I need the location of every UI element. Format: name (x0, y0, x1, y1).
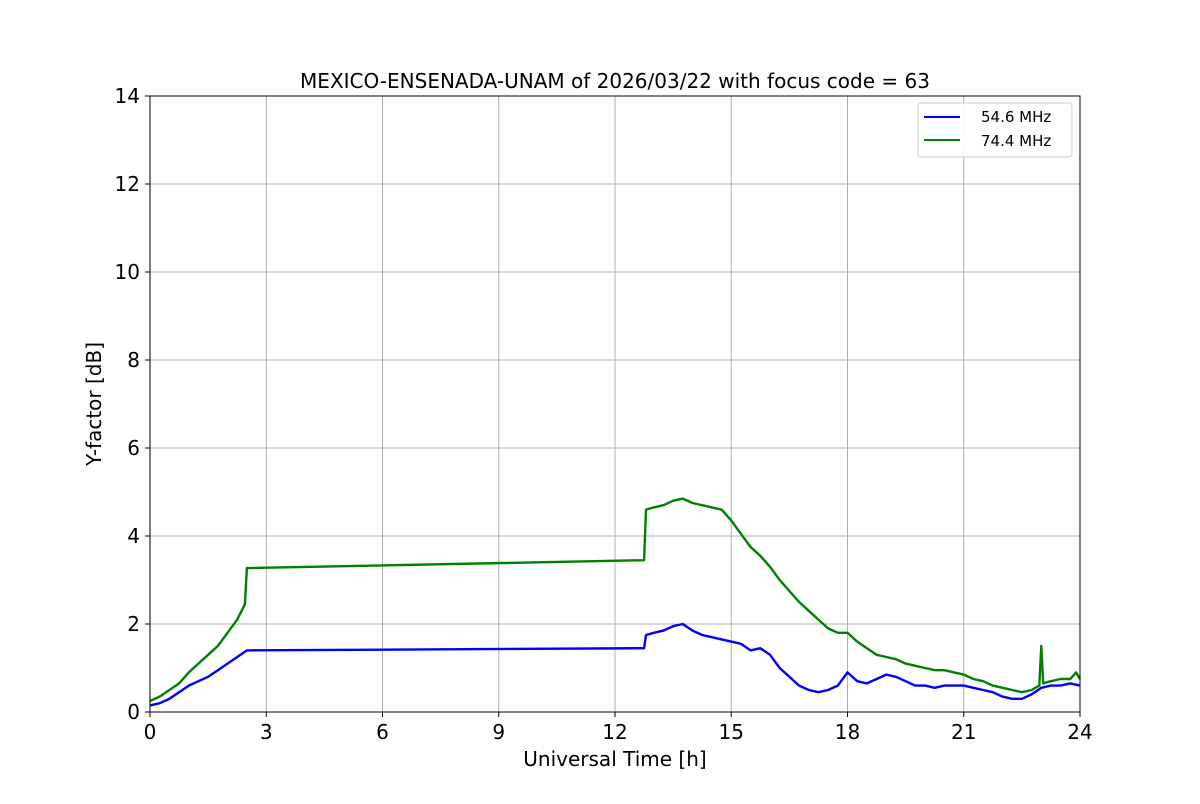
y-tick-label: 2 (127, 612, 140, 636)
plot-series (149, 497, 1082, 707)
x-tick-label: 9 (492, 720, 505, 744)
legend-label-54-6-mhz: 54.6 MHz (981, 108, 1051, 126)
y-tick-label: 14 (115, 84, 140, 108)
y-tick-label: 10 (115, 260, 140, 284)
x-tick-label: 18 (835, 720, 860, 744)
x-axis-label: Universal Time [h] (523, 747, 706, 771)
x-tick-label: 15 (719, 720, 744, 744)
y-axis-label: Y-factor [dB] (82, 342, 106, 467)
legend-label-74-4-mhz: 74.4 MHz (981, 132, 1051, 150)
x-tick-label: 21 (951, 720, 976, 744)
chart-title: MEXICO-ENSENADA-UNAM of 2026/03/22 with … (300, 69, 930, 93)
y-tick-label: 6 (127, 436, 140, 460)
series-line-54-6-mhz (149, 622, 1081, 707)
y-tick-label: 12 (115, 172, 140, 196)
x-tick-label: 24 (1067, 720, 1092, 744)
legend: 54.6 MHz 74.4 MHz (917, 102, 1073, 158)
series-line-74-4-mhz (149, 497, 1082, 703)
y-tick-label: 8 (127, 348, 140, 372)
y-tick-label: 4 (127, 524, 140, 548)
x-tick-label: 12 (602, 720, 627, 744)
x-tick-label: 3 (260, 720, 273, 744)
y-tick-label: 0 (127, 700, 140, 724)
x-tick-label: 6 (376, 720, 389, 744)
x-tick-label: 0 (144, 720, 157, 744)
